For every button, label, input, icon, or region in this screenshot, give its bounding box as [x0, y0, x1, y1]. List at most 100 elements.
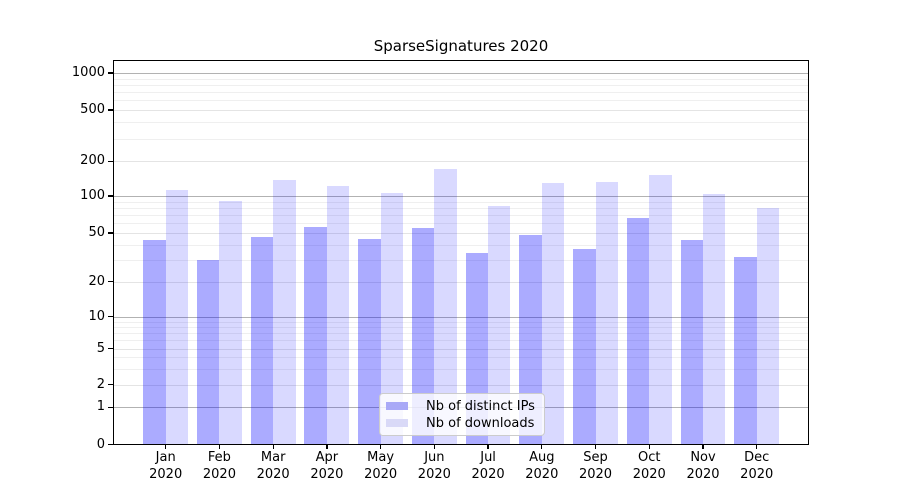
- bar-ips-jan: [143, 239, 166, 445]
- y-tick: [108, 232, 113, 234]
- bar-ips-mar: [250, 237, 274, 445]
- x-tick-label-jan: Jan 2020: [149, 450, 183, 482]
- y-tick: [108, 406, 113, 408]
- gridline-minor: [113, 223, 809, 225]
- x-tick-label-jul: Jul 2020: [471, 450, 505, 482]
- gridline-minor: [113, 333, 809, 335]
- gridline-minor: [113, 357, 809, 359]
- x-tick-label-aug: Aug 2020: [525, 450, 559, 482]
- bar-downloads-feb: [219, 201, 242, 445]
- y-tick: [108, 281, 113, 283]
- x-tick: [702, 444, 704, 449]
- x-tick-label-feb: Feb 2020: [202, 450, 236, 482]
- x-tick-label-jun: Jun 2020: [417, 450, 451, 482]
- y-tick: [108, 384, 113, 386]
- bar-ips-dec: [734, 256, 757, 445]
- x-tick: [218, 444, 221, 449]
- x-tick: [433, 444, 435, 449]
- gridline-mid: [113, 161, 809, 163]
- y-tick: [108, 348, 113, 350]
- gridline-minor: [113, 368, 809, 370]
- gridline-minor: [113, 215, 809, 217]
- x-tick-label-nov: Nov 2020: [686, 450, 720, 482]
- gridline-major: [113, 316, 809, 318]
- legend-label: Nb of distinct IPs: [426, 398, 535, 414]
- bar-ips-may: [358, 238, 381, 445]
- y-tick: [108, 109, 113, 111]
- bar-ips-jun: [411, 227, 435, 445]
- y-tick: [108, 72, 113, 74]
- gridline-minor: [113, 340, 809, 342]
- bar-downloads-sep: [595, 182, 618, 445]
- bar-downloads-jan: [165, 190, 189, 445]
- y-tick-label: 1: [96, 399, 105, 415]
- legend-row: Nb of distinct IPs: [385, 398, 544, 415]
- bar-ips-sep: [573, 249, 596, 445]
- y-tick-label: 200: [80, 153, 105, 169]
- y-tick: [108, 443, 113, 446]
- gridline-major: [113, 196, 809, 197]
- y-tick: [108, 195, 113, 197]
- bar-ips-feb: [197, 260, 220, 445]
- x-tick-label-mar: Mar 2020: [256, 450, 290, 482]
- y-tick-label: 0: [96, 436, 105, 452]
- x-tick: [272, 444, 274, 449]
- legend-row: Nb of downloads: [385, 415, 544, 432]
- legend: Nb of distinct IPs Nb of downloads: [378, 392, 545, 436]
- bar-downloads-aug: [541, 182, 565, 445]
- gridline-major: [113, 73, 809, 74]
- y-tick-label: 1000: [71, 65, 105, 80]
- gridline-minor: [113, 78, 809, 80]
- x-tick: [594, 444, 597, 449]
- y-tick: [108, 316, 113, 318]
- x-tick: [379, 444, 382, 449]
- y-tick-label: 10: [88, 308, 105, 324]
- gridline-minor: [113, 260, 809, 262]
- x-tick: [165, 444, 167, 449]
- gridline-minor: [113, 138, 809, 140]
- gridline-minor: [113, 327, 809, 328]
- y-tick-label: 500: [80, 102, 105, 117]
- bar-downloads-may: [380, 192, 403, 445]
- gridline-minor: [113, 84, 809, 86]
- x-tick-label-oct: Oct 2020: [632, 450, 666, 482]
- legend-swatch: [385, 418, 408, 428]
- x-tick: [541, 444, 543, 449]
- bar-ips-oct: [626, 218, 650, 445]
- x-tick-label-apr: Apr 2020: [310, 450, 344, 482]
- bar-downloads-jun: [434, 169, 457, 445]
- x-tick-label-sep: Sep 2020: [578, 450, 613, 482]
- y-tick-label: 50: [88, 225, 105, 240]
- x-tick: [487, 444, 489, 449]
- x-tick-label-may: May 2020: [364, 450, 398, 482]
- gridline-minor: [113, 201, 809, 203]
- bar-downloads-mar: [273, 180, 296, 445]
- bar-ips-aug: [519, 235, 542, 445]
- bar-downloads-nov: [703, 193, 726, 445]
- gridline-minor: [113, 92, 809, 94]
- gridline-mid: [113, 348, 809, 350]
- x-tick: [648, 444, 650, 449]
- bar-ips-nov: [680, 239, 703, 445]
- gridline-minor: [113, 244, 809, 246]
- x-tick-label-dec: Dec 2020: [740, 450, 774, 482]
- y-tick-label: 100: [80, 188, 105, 203]
- gridline-minor: [113, 122, 809, 124]
- x-tick: [756, 444, 758, 449]
- y-tick-label: 2: [96, 376, 105, 392]
- bar-downloads-oct: [649, 174, 672, 445]
- bar-downloads-apr: [326, 185, 350, 445]
- gridline-minor: [113, 321, 809, 323]
- y-tick-label: 5: [96, 340, 105, 356]
- bar-downloads-jul: [488, 205, 511, 445]
- y-tick-label: 20: [88, 273, 105, 289]
- legend-label: Nb of downloads: [426, 415, 535, 431]
- bar-downloads-dec: [756, 207, 780, 445]
- chart-title: SparseSignatures 2020: [373, 37, 549, 55]
- x-tick: [326, 444, 328, 449]
- gridline-minor: [113, 100, 809, 102]
- bar-ips-apr: [304, 226, 327, 445]
- legend-swatch: [385, 401, 408, 411]
- gridline-mid: [113, 110, 809, 111]
- gridline-mid: [113, 281, 809, 283]
